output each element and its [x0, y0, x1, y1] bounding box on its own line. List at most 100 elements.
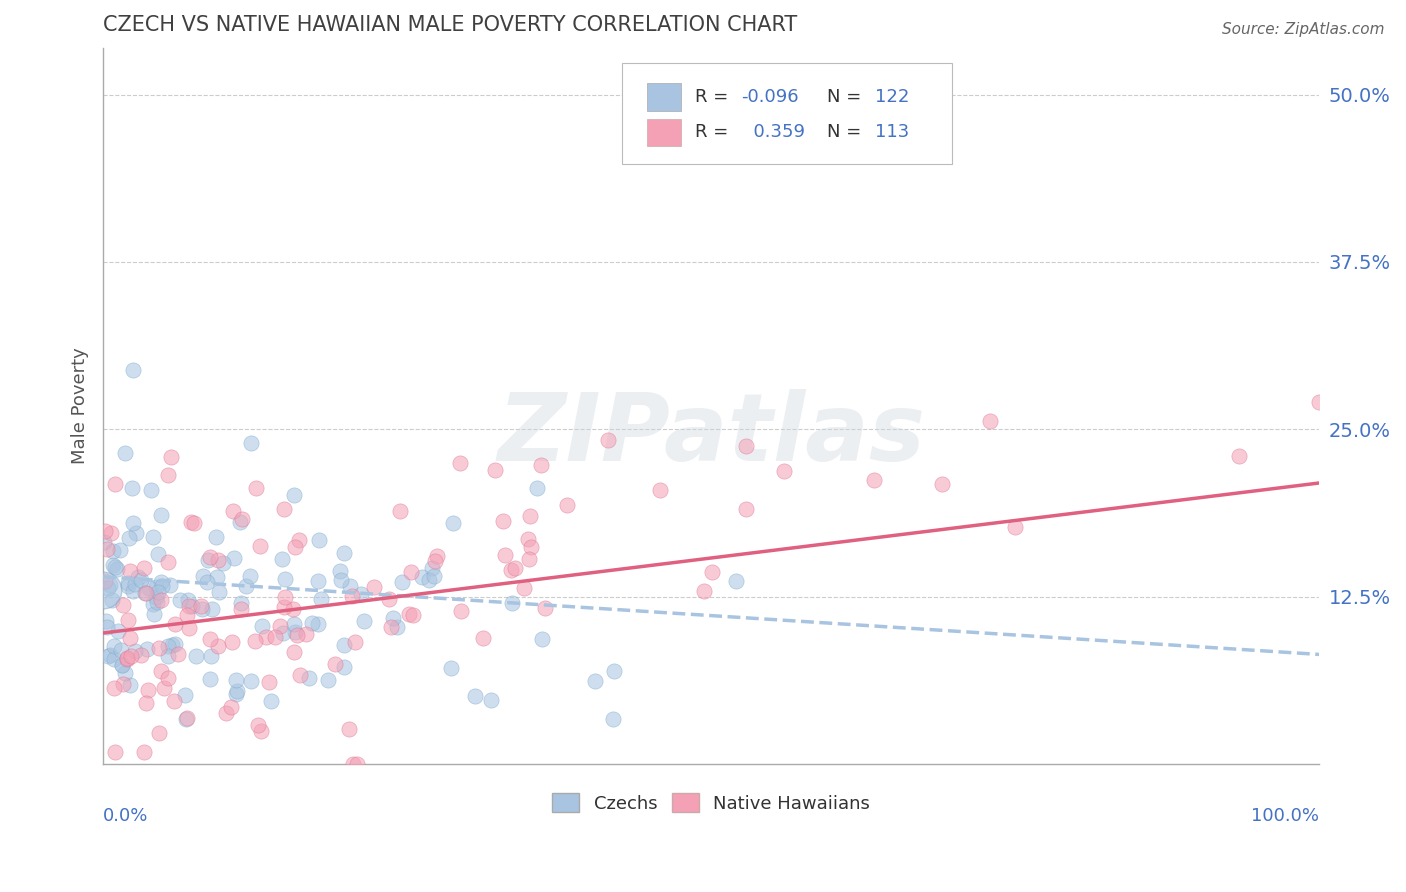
Point [283, 488, 305, 502]
Point [340, 590, 363, 604]
Point [378, 592, 401, 607]
Point [380, 620, 402, 634]
Point [333, 660, 356, 674]
Point [111, 677, 134, 691]
Point [225, 673, 247, 688]
Point [583, 674, 606, 689]
Point [308, 533, 330, 548]
Point [283, 645, 305, 659]
Point [104, 560, 127, 574]
Point [124, 576, 146, 591]
Point [598, 433, 620, 447]
Point [177, 592, 200, 607]
Point [127, 570, 149, 584]
Point [148, 726, 170, 740]
Text: N =: N = [827, 88, 866, 106]
Point [484, 463, 506, 477]
Point [157, 671, 180, 685]
Point [517, 552, 540, 566]
Point [198, 550, 221, 565]
Point [254, 631, 277, 645]
Point [423, 554, 446, 568]
Point [207, 570, 229, 584]
Point [132, 560, 155, 574]
Point [648, 483, 671, 498]
Point [205, 530, 228, 544]
Point [385, 620, 408, 634]
Point [501, 563, 523, 577]
Text: Source: ZipAtlas.com: Source: ZipAtlas.com [1222, 22, 1385, 37]
Point [343, 635, 366, 649]
Text: -0.096: -0.096 [741, 88, 799, 106]
Point [96, 542, 118, 557]
Point [339, 579, 361, 593]
Point [112, 598, 135, 612]
Point [108, 542, 131, 557]
Point [353, 615, 375, 629]
Point [269, 619, 291, 633]
Point [231, 596, 253, 610]
Point [273, 599, 295, 614]
Point [96, 614, 118, 628]
Point [200, 648, 222, 663]
Legend: Czechs, Native Hawaiians: Czechs, Native Hawaiians [546, 786, 877, 820]
Text: R =: R = [696, 123, 734, 141]
Point [222, 504, 245, 518]
Point [103, 681, 125, 695]
Text: R =: R = [696, 88, 734, 106]
Point [418, 573, 440, 587]
Point [103, 639, 125, 653]
Point [111, 658, 134, 673]
Point [156, 639, 179, 653]
Point [153, 681, 176, 696]
Point [94, 574, 117, 589]
Point [197, 552, 219, 566]
Point [298, 671, 321, 685]
Point [120, 678, 142, 692]
Point [121, 584, 143, 599]
Point [494, 549, 516, 563]
Point [207, 639, 229, 653]
Point [117, 578, 139, 592]
Point [264, 630, 287, 644]
Point [479, 693, 502, 707]
FancyBboxPatch shape [647, 84, 681, 111]
Point [329, 564, 352, 578]
Point [1308, 394, 1330, 409]
Point [129, 648, 152, 662]
Point [142, 530, 165, 544]
Point [135, 585, 157, 599]
Point [349, 587, 371, 601]
Point [181, 599, 204, 614]
Point [724, 574, 747, 588]
Point [132, 745, 155, 759]
Y-axis label: Male Poverty: Male Poverty [72, 348, 89, 465]
Point [288, 668, 311, 682]
Point [148, 585, 170, 599]
Point [145, 590, 167, 604]
Point [295, 627, 318, 641]
Point [115, 651, 138, 665]
Point [1227, 449, 1250, 463]
Point [501, 595, 523, 609]
Point [401, 565, 423, 579]
Point [100, 526, 122, 541]
Point [307, 617, 329, 632]
Text: 0.0%: 0.0% [103, 807, 149, 825]
Point [534, 600, 557, 615]
Point [200, 672, 222, 686]
Point [165, 617, 187, 632]
Point [163, 694, 186, 708]
Point [173, 688, 195, 702]
Point [118, 564, 141, 578]
Point [240, 436, 263, 450]
Point [441, 516, 464, 530]
Point [91, 583, 114, 598]
Point [735, 439, 758, 453]
Point [284, 540, 307, 554]
Point [160, 450, 183, 464]
Point [118, 531, 141, 545]
Point [420, 560, 443, 574]
Point [531, 632, 554, 646]
Point [101, 544, 124, 558]
